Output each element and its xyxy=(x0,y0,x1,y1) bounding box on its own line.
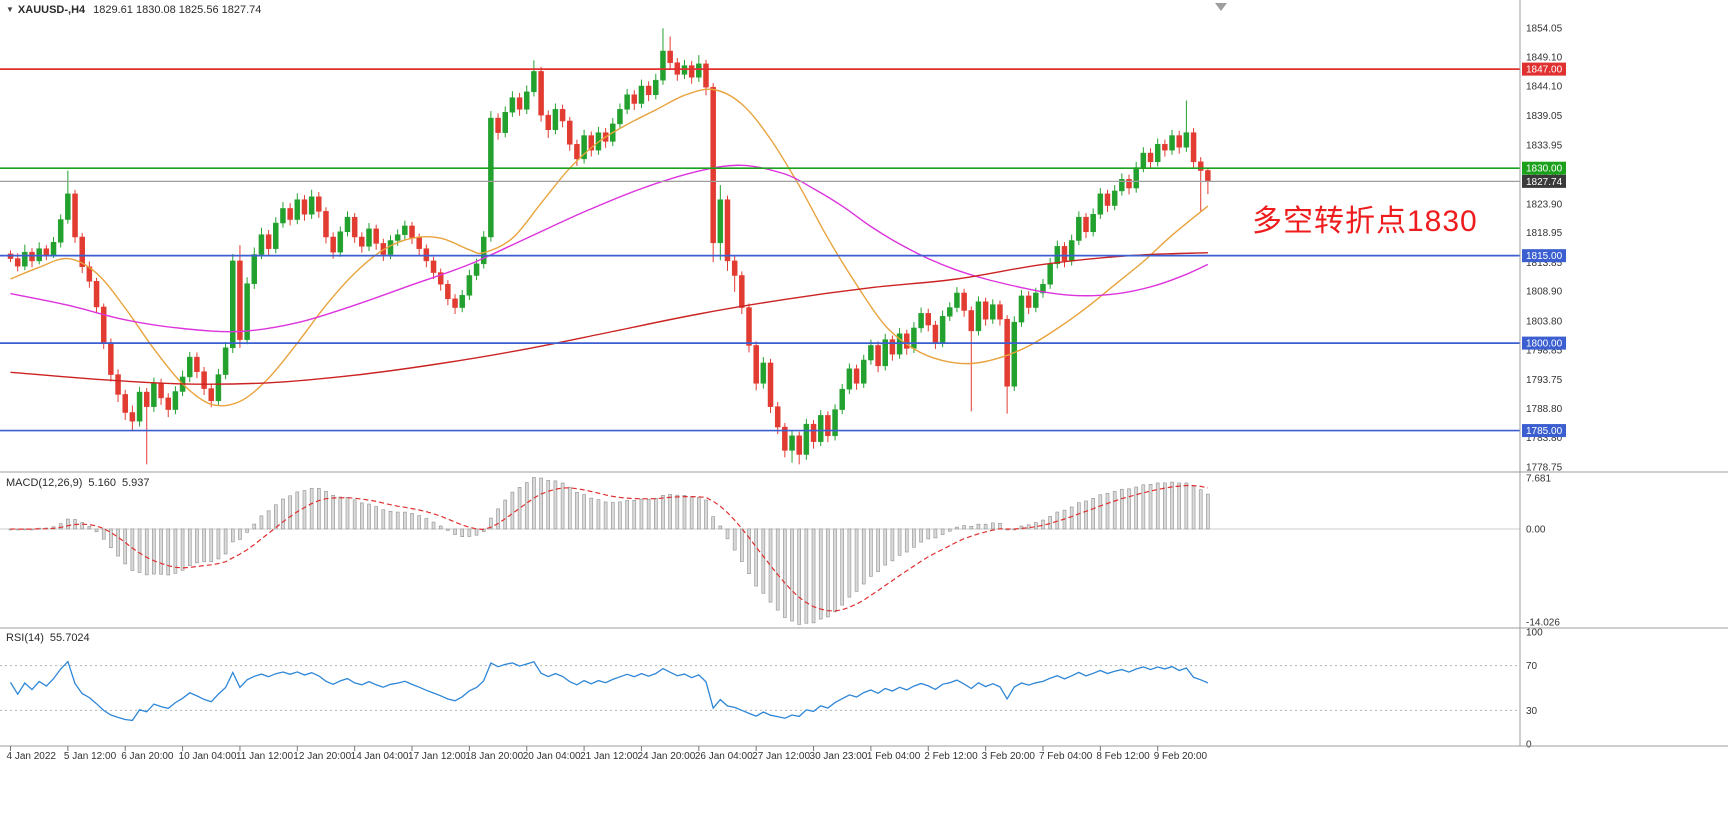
price-tag-1800.00 xyxy=(1522,336,1566,350)
svg-text:30: 30 xyxy=(1526,706,1538,717)
price-tag-1827.74 xyxy=(1522,174,1566,188)
svg-text:1818.95: 1818.95 xyxy=(1526,228,1563,239)
chart-ohlc-header: ▼ XAUUSD-,H4 1829.61 1830.08 1825.56 1827.… xyxy=(6,4,261,16)
svg-text:1813.85: 1813.85 xyxy=(1526,258,1563,269)
svg-text:27 Jan 12:00: 27 Jan 12:00 xyxy=(752,751,810,762)
macd-main-value: 5.160 xyxy=(88,477,116,489)
svg-text:1847.00: 1847.00 xyxy=(1526,65,1563,76)
chart-dropdown-icon[interactable]: ▼ xyxy=(6,5,14,14)
svg-text:1830.00: 1830.00 xyxy=(1526,164,1563,175)
svg-text:1778.75: 1778.75 xyxy=(1526,463,1563,474)
svg-text:1803.80: 1803.80 xyxy=(1526,316,1563,327)
ma-slow-red xyxy=(10,252,1208,385)
svg-text:1 Feb 04:00: 1 Feb 04:00 xyxy=(867,751,921,762)
ma-mid-magenta xyxy=(10,164,1209,333)
svg-text:1827.74: 1827.74 xyxy=(1526,177,1563,188)
candles-layer xyxy=(7,28,1211,465)
svg-text:1785.00: 1785.00 xyxy=(1526,426,1563,437)
svg-text:1839.05: 1839.05 xyxy=(1526,111,1563,122)
rsi-label: RSI(14) xyxy=(6,632,44,644)
price-tag-1785.00 xyxy=(1522,424,1566,438)
price-tag-1847.00 xyxy=(1522,62,1566,76)
svg-text:0: 0 xyxy=(1526,740,1532,751)
rsi-value: 55.7024 xyxy=(49,632,90,644)
svg-text:1783.80: 1783.80 xyxy=(1526,433,1563,444)
svg-text:30 Jan 23:00: 30 Jan 23:00 xyxy=(810,751,868,762)
svg-text:1788.80: 1788.80 xyxy=(1526,404,1563,415)
svg-text:20 Jan 04:00: 20 Jan 04:00 xyxy=(523,751,581,762)
svg-text:0.00: 0.00 xyxy=(1526,524,1546,535)
svg-text:70: 70 xyxy=(1526,661,1538,672)
svg-text:1823.90: 1823.90 xyxy=(1526,199,1563,210)
svg-text:26 Jan 04:00: 26 Jan 04:00 xyxy=(695,751,753,762)
svg-text:21 Jan 12:00: 21 Jan 12:00 xyxy=(580,751,638,762)
svg-text:1800.00: 1800.00 xyxy=(1526,339,1563,350)
rsi-line xyxy=(9,660,1209,722)
svg-text:1844.10: 1844.10 xyxy=(1526,82,1563,93)
svg-text:4 Jan 2022: 4 Jan 2022 xyxy=(7,751,57,762)
macd-signal-value: 5.937 xyxy=(121,477,150,489)
svg-text:3 Feb 20:00: 3 Feb 20:00 xyxy=(982,751,1036,762)
svg-text:7.681: 7.681 xyxy=(1526,474,1551,485)
svg-text:6 Jan 20:00: 6 Jan 20:00 xyxy=(121,751,174,762)
svg-text:11 Jan 12:00: 11 Jan 12:00 xyxy=(236,751,294,762)
svg-text:1798.85: 1798.85 xyxy=(1526,345,1563,356)
main-price-pane[interactable] xyxy=(0,28,1520,465)
chart-annotation-text: 多空转折点1830 xyxy=(1252,205,1478,238)
rsi-pane xyxy=(0,660,1520,722)
price-axis: 1854.051849.101844.101839.051833.951828.… xyxy=(1522,24,1566,751)
ma-fast-orange xyxy=(10,88,1209,407)
chart-shift-marker-icon[interactable] xyxy=(1215,3,1227,11)
svg-text:5 Jan 12:00: 5 Jan 12:00 xyxy=(64,751,117,762)
svg-text:17 Jan 12:00: 17 Jan 12:00 xyxy=(408,751,466,762)
svg-text:1815.00: 1815.00 xyxy=(1526,251,1563,262)
macd-indicator-header: MACD(12,26,9) 5.160 5.937 xyxy=(6,477,149,489)
macd-signal-line xyxy=(10,484,1209,612)
time-axis[interactable]: 4 Jan 2022 5 Jan 12:00 6 Jan 20:00 10 Jan 0… xyxy=(7,746,1208,762)
svg-text:24 Jan 20:00: 24 Jan 20:00 xyxy=(637,751,695,762)
price-tag-1815.00 xyxy=(1522,249,1566,263)
price-tag-1830.00 xyxy=(1522,161,1566,175)
svg-text:-14.026: -14.026 xyxy=(1526,618,1560,629)
svg-text:9 Feb 20:00: 9 Feb 20:00 xyxy=(1154,751,1208,762)
svg-text:7 Feb 04:00: 7 Feb 04:00 xyxy=(1039,751,1093,762)
svg-text:1849.10: 1849.10 xyxy=(1526,52,1563,63)
svg-text:100: 100 xyxy=(1526,628,1543,639)
svg-text:1793.75: 1793.75 xyxy=(1526,375,1563,386)
svg-text:1833.95: 1833.95 xyxy=(1526,141,1563,152)
svg-text:12 Jan 20:00: 12 Jan 20:00 xyxy=(293,751,351,762)
svg-text:1854.05: 1854.05 xyxy=(1526,24,1563,35)
macd-label: MACD(12,26,9) xyxy=(6,477,83,489)
rsi-indicator-header: RSI(14) 55.7024 xyxy=(6,632,90,644)
svg-text:1808.90: 1808.90 xyxy=(1526,287,1563,298)
svg-text:18 Jan 20:00: 18 Jan 20:00 xyxy=(465,751,523,762)
svg-text:10 Jan 04:00: 10 Jan 04:00 xyxy=(179,751,237,762)
macd-pane xyxy=(0,477,1520,625)
chart-ohlc-values: 1829.61 1830.08 1825.56 1827.74 xyxy=(93,4,262,16)
svg-text:2 Feb 12:00: 2 Feb 12:00 xyxy=(924,751,978,762)
chart-symbol-period: XAUUSD-,H4 xyxy=(17,4,86,16)
svg-text:14 Jan 04:00: 14 Jan 04:00 xyxy=(351,751,409,762)
svg-text:8 Feb 12:00: 8 Feb 12:00 xyxy=(1096,751,1150,762)
